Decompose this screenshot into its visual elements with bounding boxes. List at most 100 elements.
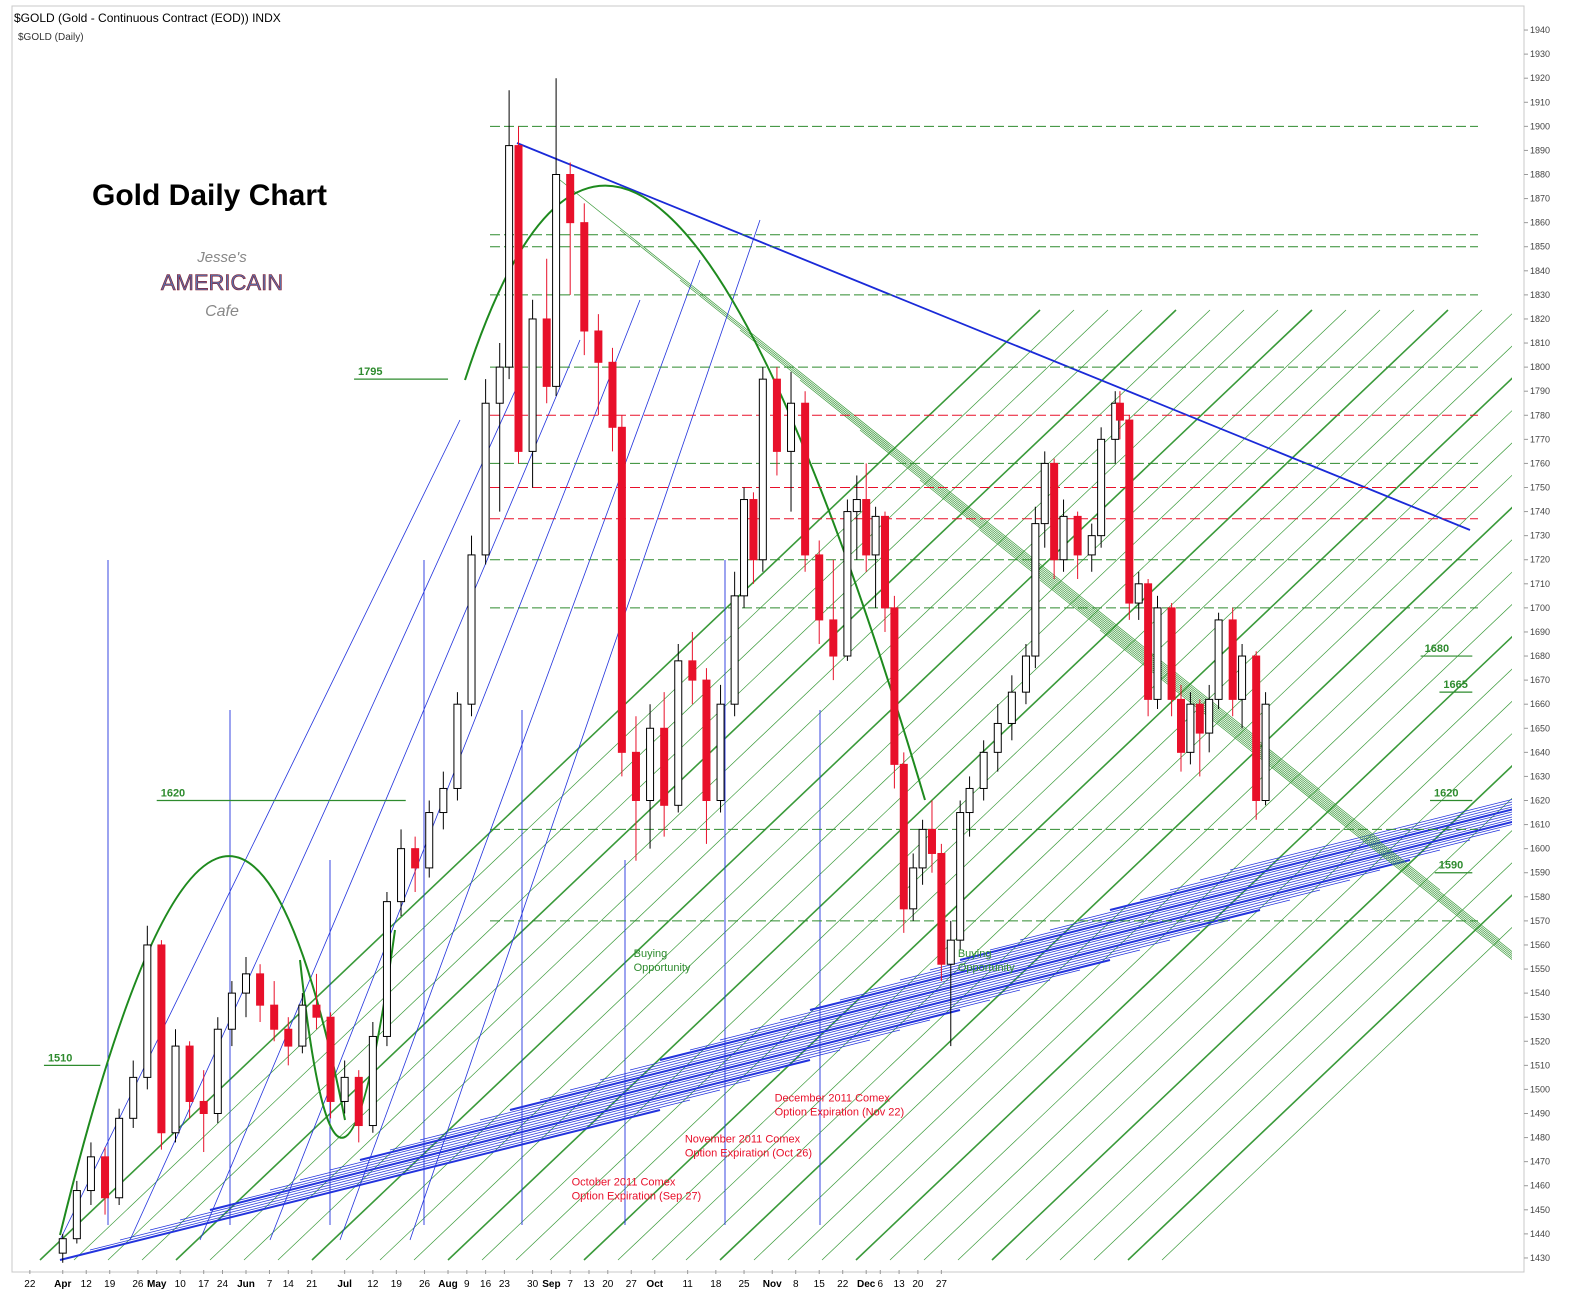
y-tick-label: 1680 xyxy=(1530,651,1550,661)
fan-line xyxy=(779,869,1381,1021)
x-tick-label: 20 xyxy=(912,1279,924,1290)
candle-body xyxy=(927,828,936,854)
fan-line xyxy=(299,1029,901,1181)
candle-body xyxy=(1007,691,1016,724)
fan-line xyxy=(277,309,1279,1261)
candle-body xyxy=(580,222,589,332)
annotation: Option Expiration (Oct 26) xyxy=(685,1147,812,1159)
y-tick-label: 1490 xyxy=(1530,1109,1550,1119)
y-tick-label: 1650 xyxy=(1530,723,1550,733)
fan-line xyxy=(889,668,1512,1261)
candle-body xyxy=(631,751,640,801)
y-tick-label: 1920 xyxy=(1530,73,1550,83)
candle-body xyxy=(505,145,514,368)
candle-body xyxy=(899,763,908,910)
fan-line xyxy=(1059,830,1512,1261)
candle-body xyxy=(843,511,852,657)
level-label: 1680 xyxy=(1425,643,1449,655)
fan-line xyxy=(1019,816,1512,941)
candle-body xyxy=(1186,703,1195,753)
fan-line xyxy=(991,764,1512,1261)
x-tick-label: Oct xyxy=(646,1279,663,1290)
candle-body xyxy=(227,992,236,1030)
decorations xyxy=(39,125,1512,1261)
y-tick-label: 1670 xyxy=(1530,675,1550,685)
level-label: 1620 xyxy=(1434,788,1458,800)
fan-line xyxy=(129,379,521,1241)
annotation: Option Expiration (Nov 22) xyxy=(775,1106,905,1118)
candle-body xyxy=(890,607,899,765)
chart-title: Gold Daily Chart xyxy=(92,179,327,212)
candle-body xyxy=(608,361,617,428)
fan-line xyxy=(855,635,1512,1261)
fan-line xyxy=(509,959,1111,1111)
y-tick-label: 1710 xyxy=(1530,579,1550,589)
y-tick-label: 1730 xyxy=(1530,531,1550,541)
fan-line xyxy=(1079,811,1512,921)
candle-body xyxy=(326,1016,335,1102)
y-tick-label: 1600 xyxy=(1530,844,1550,854)
candle-body xyxy=(730,595,739,705)
candle-body xyxy=(909,867,918,910)
candle-body xyxy=(284,1028,293,1047)
candle-body xyxy=(1031,523,1040,657)
y-tick-label: 1590 xyxy=(1530,868,1550,878)
y-tick-label: 1610 xyxy=(1530,820,1550,830)
level-label: 1510 xyxy=(48,1052,72,1064)
fan-line xyxy=(619,229,1321,791)
fan-line xyxy=(1161,927,1512,1261)
candle-body xyxy=(1252,655,1261,801)
fan-line xyxy=(59,419,461,1241)
candle-body xyxy=(801,402,810,556)
y-tick-label: 1620 xyxy=(1530,796,1550,806)
fan-line xyxy=(659,909,1261,1061)
fan-line xyxy=(311,309,1313,1261)
candle-body xyxy=(749,499,758,561)
candle-body xyxy=(688,660,697,681)
y-tick-label: 1480 xyxy=(1530,1133,1550,1143)
logo: Jesse's AMERICAIN Cafe xyxy=(161,249,284,320)
fan-line xyxy=(119,1089,721,1241)
x-tick-label: Aug xyxy=(438,1279,457,1290)
candle-body xyxy=(829,619,838,657)
candle-body xyxy=(298,1004,307,1047)
candle-body xyxy=(1205,698,1214,734)
candle-body xyxy=(1050,462,1059,561)
fan-line xyxy=(73,309,1075,1261)
y-tick-label: 1640 xyxy=(1530,747,1550,757)
candle-body xyxy=(467,554,476,705)
candle-body xyxy=(646,727,655,801)
y-tick-label: 1460 xyxy=(1530,1181,1550,1191)
candle-body xyxy=(552,174,561,387)
x-tick-label: May xyxy=(147,1279,167,1290)
y-tick-label: 1940 xyxy=(1530,25,1550,35)
candle-body xyxy=(1214,619,1223,700)
y-tick-label: 1580 xyxy=(1530,892,1550,902)
y-tick-label: 1470 xyxy=(1530,1157,1550,1167)
fan-line xyxy=(617,410,1512,1261)
candle-body xyxy=(1153,607,1162,700)
y-tick-label: 1520 xyxy=(1530,1036,1550,1046)
y-tick-label: 1910 xyxy=(1530,97,1550,107)
y-tick-label: 1510 xyxy=(1530,1060,1550,1070)
fan-line xyxy=(599,929,1201,1081)
fan-line xyxy=(1169,804,1512,891)
level-label: 1590 xyxy=(1439,860,1463,872)
y-tick-label: 1820 xyxy=(1530,314,1550,324)
y-tick-label: 1720 xyxy=(1530,555,1550,565)
y-tick-label: 1630 xyxy=(1530,771,1550,781)
annotation: Buying xyxy=(958,948,992,960)
fan-line xyxy=(929,824,1512,971)
x-tick-label: 12 xyxy=(81,1279,93,1290)
y-tick-label: 1890 xyxy=(1530,145,1550,155)
candle-body xyxy=(1134,583,1143,604)
x-tick-label: 12 xyxy=(367,1279,379,1290)
candle-body xyxy=(862,499,871,556)
y-tick-label: 1570 xyxy=(1530,916,1550,926)
candle-body xyxy=(354,1076,363,1127)
fan-line xyxy=(199,339,581,1241)
x-tick-label: 22 xyxy=(24,1279,36,1290)
candle-body xyxy=(1228,619,1237,700)
fan-line xyxy=(107,309,1109,1261)
y-tick-label: 1780 xyxy=(1530,410,1550,420)
